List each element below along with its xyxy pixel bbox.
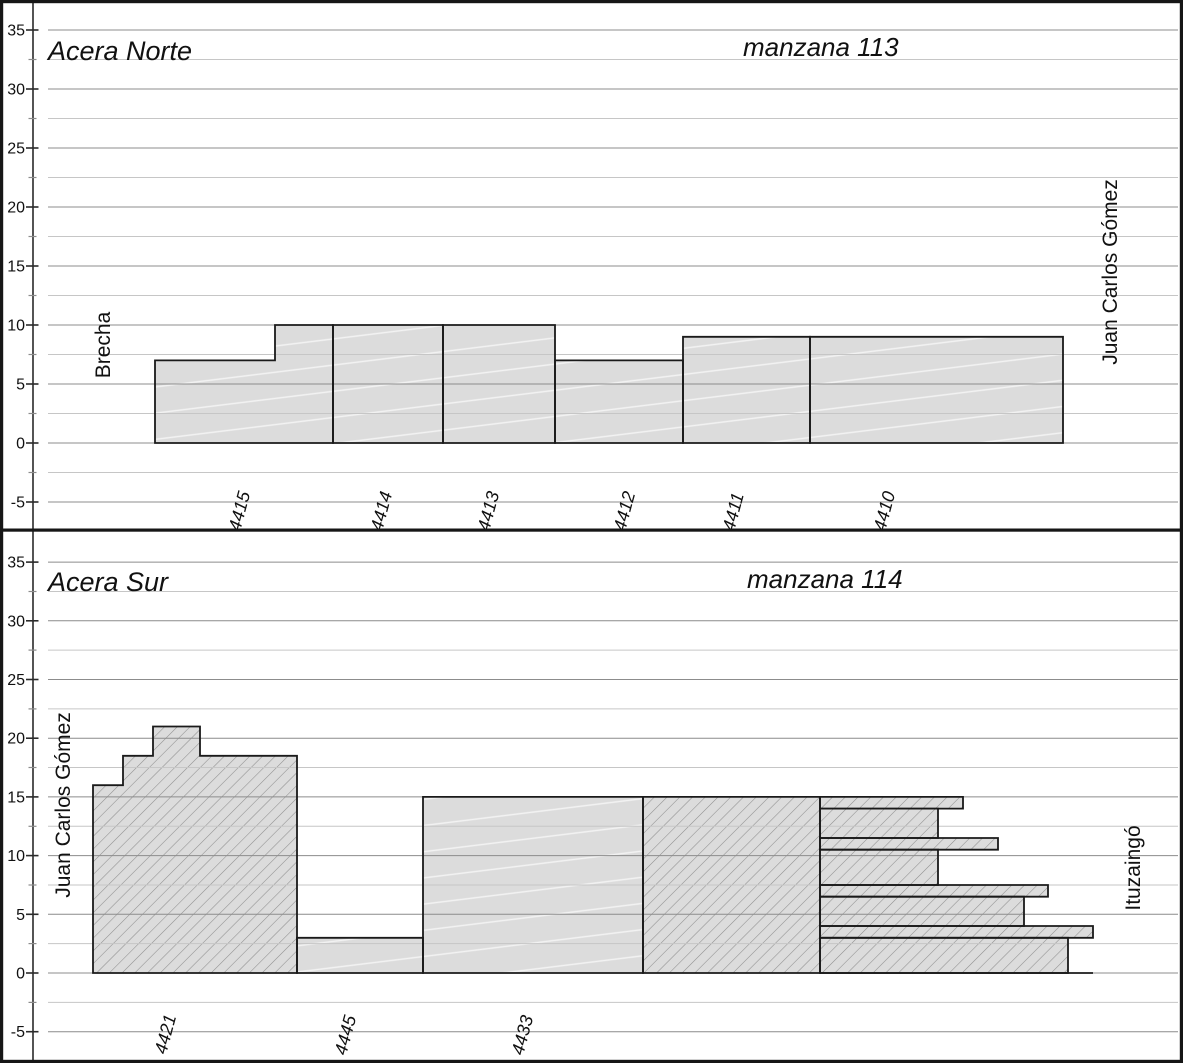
gridlines: [48, 29, 1178, 503]
building-fill: [820, 885, 1048, 897]
building-fill-4410: [810, 336, 1063, 443]
ytick-label--5: -5: [11, 495, 25, 512]
right-street-label: Ituzaingó: [1122, 825, 1145, 910]
building-outlines: [154, 324, 1064, 444]
block-number-label: manzana 114: [747, 564, 903, 594]
ytick-label-5: 5: [16, 907, 25, 924]
building-fill-4421: [93, 726, 297, 973]
y-axis: 35 30 25 20 15 10 5 0 -5: [7, 531, 39, 1060]
ytick-label-20: 20: [7, 731, 25, 748]
ytick-label-35: 35: [7, 23, 25, 40]
building-fill-4412: [555, 360, 683, 443]
ytick-label-15: 15: [7, 259, 25, 276]
right-street-label: Juan Carlos Gómez: [1099, 179, 1122, 365]
ytick-label-0: 0: [16, 966, 25, 983]
left-street-label: Brecha: [92, 311, 115, 378]
block-number-label: manzana 113: [743, 32, 899, 62]
building-fill: [820, 937, 1068, 973]
building-fill: [820, 838, 998, 850]
building-fill: [820, 849, 938, 885]
building-fills: [93, 726, 1093, 973]
ytick-label--5: -5: [11, 1024, 25, 1041]
building-outline-4413: [442, 324, 556, 444]
building-fill: [820, 796, 963, 809]
ytick-label-30: 30: [7, 613, 25, 630]
ytick-label-15: 15: [7, 789, 25, 806]
building-fill-4411: [683, 336, 810, 443]
y-axis: 35 30 25 20 15 10 5 0 -5: [7, 3, 39, 529]
ytick-label-25: 25: [7, 672, 25, 689]
ytick-label-30: 30: [7, 82, 25, 99]
ytick-label-35: 35: [7, 555, 25, 572]
panel-title: Acera Sur: [46, 567, 169, 597]
building-fill: [820, 896, 1024, 926]
building-outline-4410: [809, 335, 1064, 444]
left-street-label: Juan Carlos Gómez: [52, 712, 75, 898]
panel-acera-sur: 35 30 25 20 15 10 5 0 -5 Acera Sur manzana 114 Juan…: [7, 531, 1178, 1060]
panel-divider: [0, 528, 1183, 532]
ytick-label-10: 10: [7, 318, 25, 335]
ytick-label-10: 10: [7, 848, 25, 865]
building-fill: [820, 808, 938, 838]
building-fill: [820, 926, 1093, 938]
panel-title: Acera Norte: [46, 36, 192, 66]
building-outlines: [92, 725, 1094, 974]
panel-texts: Acera Sur manzana 114 Juan Carlos Gómez Itu…: [46, 564, 1145, 1057]
building-fill-4445: [297, 937, 423, 973]
ytick-label-0: 0: [16, 436, 25, 453]
ytick-label-5: 5: [16, 377, 25, 394]
panel-acera-norte: 35 30 25 20 15 10 5 0 -5 Acera Norte manzana 113 Br…: [7, 3, 1178, 533]
ytick-label-25: 25: [7, 141, 25, 158]
ytick-label-20: 20: [7, 200, 25, 217]
building-outline-4421: [92, 725, 298, 974]
